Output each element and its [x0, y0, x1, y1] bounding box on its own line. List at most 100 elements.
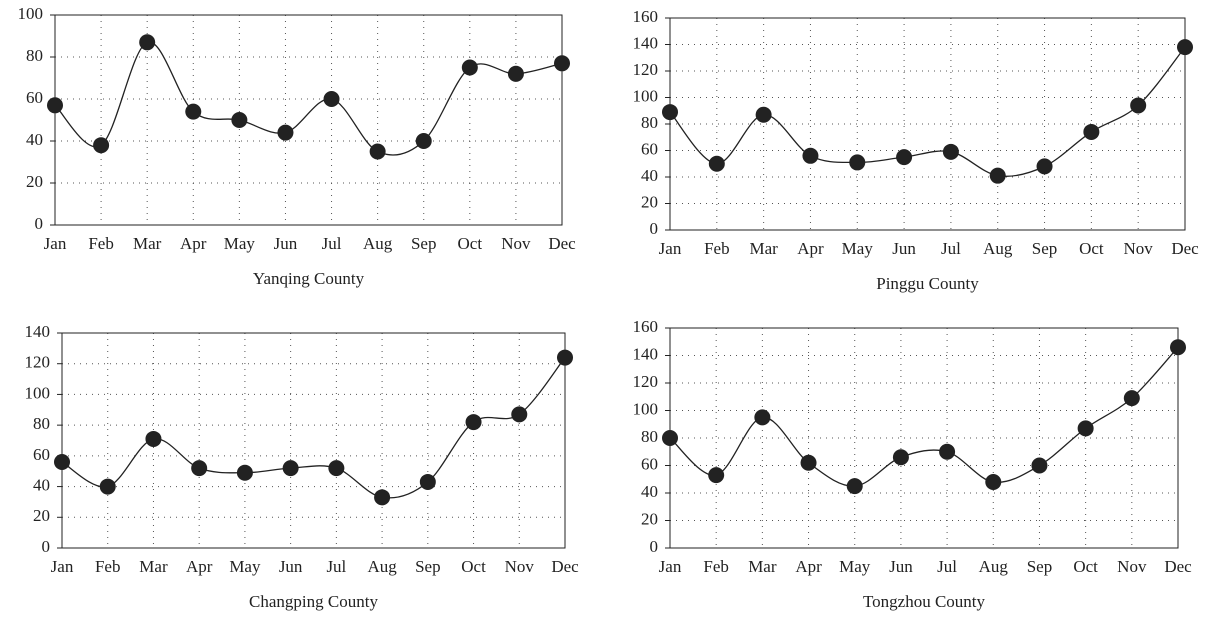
y-tick-label: 60: [26, 88, 43, 107]
marker: [1083, 123, 1100, 140]
x-tick-label: Apr: [795, 557, 822, 576]
y-tick-label: 0: [650, 537, 659, 556]
x-tick-label: Jan: [659, 557, 682, 576]
x-axis-title: Pinggu County: [876, 274, 979, 293]
x-tick-label: May: [839, 557, 871, 576]
x-tick-label: Jun: [274, 234, 298, 253]
y-tick-label: 160: [633, 7, 659, 26]
marker: [415, 133, 432, 149]
x-tick-label: Jan: [659, 239, 682, 258]
marker: [191, 460, 208, 477]
x-tick-label: Dec: [551, 557, 579, 576]
x-tick-label: Mar: [139, 557, 168, 576]
x-tick-label: Dec: [548, 234, 576, 253]
x-tick-label: Mar: [133, 234, 162, 253]
marker: [461, 59, 478, 76]
y-tick-label: 80: [641, 113, 658, 132]
marker: [849, 154, 866, 171]
marker: [1123, 390, 1140, 407]
x-tick-label: Apr: [797, 239, 824, 258]
x-tick-label: Aug: [979, 557, 1009, 576]
y-tick-label: 0: [650, 219, 659, 238]
x-tick-label: Sep: [415, 557, 441, 576]
x-tick-label: Nov: [1117, 557, 1147, 576]
y-tick-label: 0: [42, 537, 51, 556]
y-tick-label: 60: [33, 445, 50, 464]
x-tick-label: Apr: [180, 234, 207, 253]
y-tick-label: 80: [26, 46, 43, 65]
x-tick-label: Jan: [44, 234, 67, 253]
marker: [231, 112, 248, 128]
marker: [985, 474, 1002, 490]
x-tick-label: Nov: [505, 557, 535, 576]
marker: [369, 143, 386, 160]
marker: [989, 167, 1006, 184]
y-tick-label: 100: [633, 399, 659, 418]
marker: [754, 409, 771, 426]
y-tick-label: 100: [25, 383, 51, 402]
y-tick-label: 120: [633, 60, 659, 79]
x-tick-label: Oct: [1073, 557, 1098, 576]
marker: [800, 454, 817, 471]
y-tick-label: 40: [33, 475, 50, 494]
x-tick-label: Aug: [983, 239, 1013, 258]
y-tick-label: 20: [641, 509, 658, 528]
y-tick-label: 0: [35, 214, 44, 233]
x-tick-label: Oct: [461, 557, 486, 576]
x-tick-label: Mar: [749, 239, 778, 258]
x-tick-label: Aug: [367, 557, 397, 576]
x-tick-label: Jul: [326, 557, 346, 576]
x-tick-label: Feb: [88, 234, 114, 253]
marker: [419, 473, 436, 490]
marker: [755, 106, 772, 123]
x-axis-title: Yanqing County: [253, 269, 365, 288]
marker: [511, 406, 528, 423]
x-tick-label: Oct: [1079, 239, 1104, 258]
x-axis-title: Tongzhou County: [863, 592, 986, 611]
y-tick-label: 80: [33, 414, 50, 433]
x-tick-label: Jun: [279, 557, 303, 576]
marker: [93, 137, 110, 154]
y-tick-label: 100: [633, 86, 659, 105]
x-tick-label: May: [229, 557, 261, 576]
marker: [896, 149, 913, 166]
x-tick-label: Apr: [186, 557, 213, 576]
y-tick-label: 80: [641, 427, 658, 446]
marker: [1077, 420, 1094, 437]
x-tick-label: Jul: [322, 234, 342, 253]
marker: [1130, 97, 1147, 114]
marker: [145, 430, 162, 447]
marker: [942, 143, 959, 160]
marker: [374, 489, 391, 506]
marker: [47, 97, 63, 114]
marker: [554, 55, 570, 72]
x-tick-label: Feb: [704, 239, 730, 258]
x-tick-label: Sep: [1027, 557, 1053, 576]
plot-frame: [669, 327, 1179, 549]
y-tick-label: 160: [633, 317, 659, 336]
y-tick-label: 60: [641, 454, 658, 473]
marker: [1031, 457, 1048, 474]
marker: [465, 414, 482, 431]
x-tick-label: May: [842, 239, 874, 258]
x-tick-label: Sep: [1032, 239, 1058, 258]
marker: [328, 460, 345, 477]
marker: [277, 124, 294, 141]
marker: [708, 155, 725, 172]
y-tick-label: 60: [641, 139, 658, 158]
line: [54, 41, 563, 156]
marker: [892, 449, 909, 466]
marker: [1036, 158, 1053, 175]
marker: [557, 349, 573, 366]
y-tick-label: 20: [33, 506, 50, 525]
x-tick-label: Jul: [937, 557, 957, 576]
y-tick-label: 140: [25, 322, 51, 341]
marker: [54, 454, 70, 470]
marker: [236, 464, 253, 481]
marker: [185, 103, 202, 120]
plot-frame: [669, 17, 1186, 231]
line: [61, 357, 566, 499]
x-tick-label: Jul: [941, 239, 961, 258]
plot-frame: [54, 14, 563, 226]
